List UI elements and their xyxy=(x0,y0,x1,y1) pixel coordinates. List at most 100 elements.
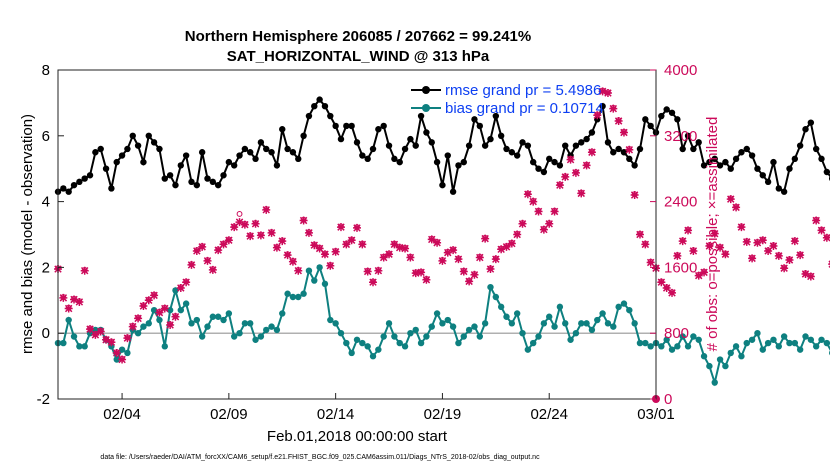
series-0-point xyxy=(706,158,713,166)
series-0-point xyxy=(118,152,126,159)
series-1-point xyxy=(65,316,72,324)
obs-assimilated-point xyxy=(150,291,159,300)
obs-possible-point xyxy=(621,128,627,135)
series-0-point xyxy=(332,122,339,130)
series-0-point xyxy=(775,185,783,192)
obs-possible-point xyxy=(151,291,158,298)
obs-possible-point xyxy=(514,230,521,237)
series-1-point xyxy=(636,339,644,347)
series-0-point xyxy=(150,139,158,146)
legend-marker-bias xyxy=(422,104,430,112)
series-1-point xyxy=(204,323,211,330)
series-0-point xyxy=(364,155,371,163)
obs-possible-point xyxy=(733,203,739,210)
y-right-tick-label: 800 xyxy=(664,325,689,342)
obs-possible-point xyxy=(813,216,820,223)
obs-assimilated-point xyxy=(523,190,532,199)
obs-assimilated-point xyxy=(417,268,426,277)
obs-possible-point xyxy=(599,87,606,94)
obs-assimilated-point xyxy=(635,230,644,239)
obs-possible-point xyxy=(535,207,542,214)
series-0-point xyxy=(209,178,217,186)
obs-possible-point xyxy=(316,244,323,251)
obs-possible-point xyxy=(92,331,99,337)
obs-possible-point xyxy=(722,250,729,257)
series-1-point xyxy=(177,306,185,314)
obs-assimilated-point xyxy=(486,265,495,274)
series-1-point xyxy=(76,343,83,350)
series-1-point xyxy=(578,320,585,327)
obs-assimilated-point xyxy=(668,288,677,297)
y-axis-label-right: # of obs: o=possible; ×=assimilated xyxy=(704,117,721,352)
series-1-point xyxy=(786,339,793,347)
series-1-point xyxy=(471,323,478,330)
obs-assimilated-point xyxy=(598,87,607,96)
obs-assimilated-point xyxy=(326,261,335,270)
series-1-point xyxy=(743,339,750,347)
series-0-point xyxy=(572,142,580,149)
obs-possible-point xyxy=(530,197,537,204)
obs-possible-point xyxy=(161,304,168,311)
obs-possible-point xyxy=(594,111,601,118)
series-0-point xyxy=(455,162,462,169)
series-0-point xyxy=(97,145,104,153)
obs-assimilated-point xyxy=(358,240,367,249)
obs-possible-point xyxy=(97,327,104,334)
obs-assimilated-point xyxy=(59,293,68,302)
series-1-point xyxy=(663,336,670,343)
obs-assimilated-point xyxy=(310,241,319,250)
series-1-point xyxy=(428,323,435,330)
series-0-point xyxy=(124,145,131,153)
series-1-point xyxy=(364,343,371,350)
obs-assimilated-point xyxy=(198,242,207,251)
y-tick-label: 6 xyxy=(42,128,50,145)
obs-possible-point xyxy=(669,289,675,295)
series-1-point xyxy=(706,362,713,370)
obs-possible-point xyxy=(589,148,595,155)
obs-assimilated-point xyxy=(465,277,474,286)
obs-assimilated-point xyxy=(737,223,746,232)
obs-possible-point xyxy=(631,191,638,198)
obs-possible-point xyxy=(402,244,408,251)
obs-assimilated-point xyxy=(342,240,351,249)
series-0-point xyxy=(465,142,473,149)
obs-assimilated-point xyxy=(812,216,821,225)
series-0-point xyxy=(182,152,190,159)
series-1-point xyxy=(279,310,286,317)
series-1-point xyxy=(380,333,387,340)
obs-assimilated-point xyxy=(507,239,516,248)
obs-possible-point xyxy=(695,271,702,278)
obs-possible-point xyxy=(791,237,798,244)
series-0-point xyxy=(177,162,185,169)
obs-possible-point xyxy=(492,255,499,262)
series-1-point xyxy=(263,326,270,334)
series-1-point xyxy=(305,267,313,274)
obs-possible-point xyxy=(274,243,280,250)
obs-assimilated-point xyxy=(272,243,281,252)
obs-possible-point xyxy=(332,248,339,254)
series-0-point xyxy=(423,129,430,136)
obs-assimilated-point xyxy=(288,257,297,266)
obs-possible-point xyxy=(690,247,697,254)
series-1-point xyxy=(289,293,297,301)
series-0-point xyxy=(252,155,259,163)
y-axis-right: 0 800 1600 2400 3200 4000 xyxy=(650,62,697,408)
series-1-point xyxy=(551,323,558,330)
series-0-point xyxy=(198,149,206,156)
series-0-point xyxy=(385,142,393,149)
obs-possible-point xyxy=(807,272,814,279)
series-1-point xyxy=(150,306,158,314)
x-tick-label: 02/14 xyxy=(317,406,355,423)
obs-assimilated-point xyxy=(401,244,410,253)
obs-assimilated-point xyxy=(689,246,698,255)
obs-assimilated-point xyxy=(764,246,773,255)
obs-possible-point xyxy=(231,223,238,230)
series-1-point xyxy=(81,343,88,350)
series-0-point xyxy=(812,145,820,153)
obs-assimilated-point xyxy=(566,155,575,164)
series-0-point xyxy=(268,149,275,156)
series-0-point xyxy=(129,132,136,139)
series-0-point xyxy=(375,126,382,133)
series-0-point xyxy=(540,168,548,176)
series-0-point xyxy=(225,158,233,166)
